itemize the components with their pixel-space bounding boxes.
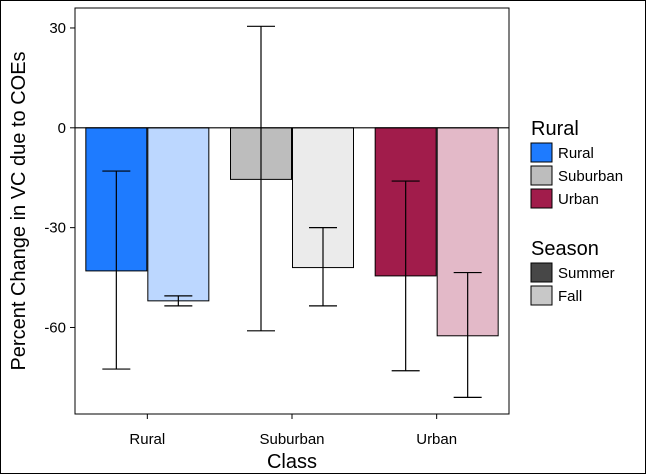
legend-swatch [530,285,553,306]
legend-title-color: Rural [531,118,579,140]
legend-label: Urban [558,191,599,208]
y-tick-label: -30 [44,220,66,237]
legend-label: Rural [558,145,594,162]
error-bar-suburban-fall [309,227,337,307]
error-bar-rural-summer [102,170,131,370]
legend-label: Fall [558,288,582,305]
legend-swatch [530,262,553,283]
legend-swatch [530,142,553,163]
legend-label: Suburban [558,168,623,185]
y-tick-label: 0 [58,120,66,137]
error-bar-urban-fall [453,271,482,398]
legend-swatch [530,188,553,209]
y-tick-label: -60 [44,319,66,336]
legend-swatch [530,165,553,186]
legend: Rural Rural Suburban Urban Season Summer Fall [530,118,623,306]
error-bar-urban-summer [391,180,420,372]
x-axis-title: Class [267,451,317,473]
legend-title-season: Season [531,238,599,260]
error-bar-rural-fall [164,295,193,307]
x-tick-label: Urban [416,431,457,448]
y-tick-label: 30 [49,20,66,37]
legend-label: Summer [558,265,615,282]
bar-rural-fall [147,127,210,302]
error-bar-suburban-summer [247,25,275,332]
x-tick-label: Suburban [259,431,324,448]
x-tick-label: Rural [129,431,165,448]
y-axis-title: Percent Change in VC due to COEs [8,51,30,370]
